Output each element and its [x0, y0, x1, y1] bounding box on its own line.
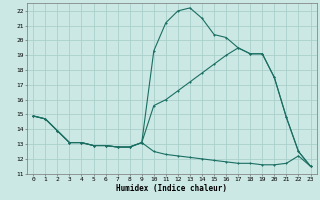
X-axis label: Humidex (Indice chaleur): Humidex (Indice chaleur) [116, 184, 228, 193]
